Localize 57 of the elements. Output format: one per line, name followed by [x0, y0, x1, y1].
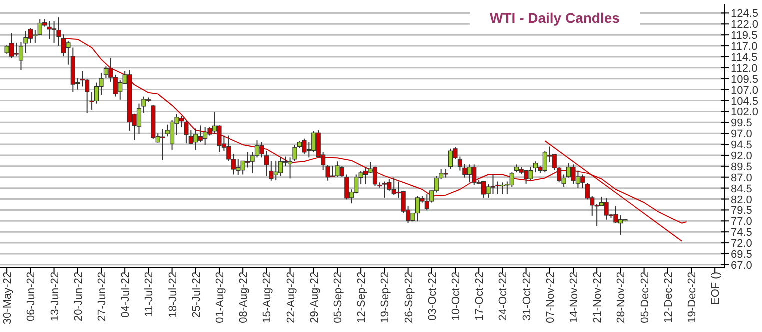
x-tick-label: 28-Nov-22: [616, 272, 628, 324]
y-tick-label: 109.5: [731, 74, 759, 86]
x-tick-label: 20-Jun-22: [72, 272, 85, 322]
x-tick-label: 03-Oct-22: [426, 272, 439, 321]
y-tick-label: 69.5: [731, 248, 752, 261]
y-tick-label: 107.0: [731, 84, 759, 97]
text: WTI - Daily Candles: [490, 10, 620, 26]
x-tick-label: 14-Nov-22: [568, 272, 580, 324]
x-tick-label: EOF (): [710, 272, 722, 305]
y-tick-label: 79.5: [731, 205, 752, 218]
y-tick-label: 104.5: [731, 96, 759, 108]
x-tick-label: 07-Nov-22: [544, 272, 557, 324]
y-tick-label: 122.0: [731, 19, 759, 32]
y-tick-label: 77.0: [731, 216, 752, 228]
y-tick-label: 114.5: [731, 52, 758, 64]
x-tick-label: 19-Sep-22: [380, 272, 392, 324]
x-tick-label: 08-Aug-22: [238, 272, 250, 324]
x-tick-label: 22-Aug-22: [285, 272, 298, 324]
y-tick-label: 74.5: [731, 227, 752, 240]
x-tick-label: 04-Jul-22: [120, 272, 132, 318]
y-tick-label: 82.0: [731, 194, 752, 206]
y-tick-label: 72.0: [731, 238, 752, 250]
y-tick-label: 67.0: [731, 260, 752, 272]
x-tick-label: 17-Oct-22: [474, 272, 486, 321]
x-tick-label: 30-May-22: [2, 272, 14, 325]
x-tick-label: 12-Dec-22: [662, 272, 675, 324]
x-tick-label: 31-Oct-22: [521, 272, 534, 321]
x-tick-label: 05-Dec-22: [639, 272, 652, 324]
y-tick-label: 119.5: [731, 30, 758, 42]
x-tick-label: 27-Jun-22: [96, 272, 108, 322]
x-tick-label: 13-Jun-22: [49, 272, 62, 322]
x-tick-label: 10-Oct-22: [450, 272, 462, 321]
y-tick-label: 89.5: [731, 161, 752, 174]
y-tick-label: 102.0: [731, 106, 759, 119]
y-tick-label: 87.0: [731, 172, 752, 184]
x-tick-label: 01-Aug-22: [214, 272, 226, 324]
x-tick-label: 29-Aug-22: [308, 272, 321, 324]
y-tick-label: 124.5: [731, 8, 759, 20]
y-tick-label: 84.5: [731, 183, 752, 196]
y-tick-label: 94.5: [731, 140, 752, 152]
y-tick-label: 99.5: [731, 118, 752, 130]
x-tick-label: 19-Dec-22: [686, 272, 698, 324]
x-tick-label: 12-Sep-22: [356, 272, 368, 324]
x-tick-label: 18-Jul-22: [167, 272, 180, 318]
x-tick-label: 15-Aug-22: [262, 272, 274, 324]
x-tick-label: 11-Jul-22: [144, 272, 156, 318]
y-tick-label: 112.0: [731, 62, 758, 75]
y-tick-label: 117.0: [731, 41, 758, 54]
y-tick-label: 97.0: [731, 128, 752, 141]
x-tick-label: 25-Jul-22: [190, 272, 203, 318]
x-tick-label: 24-Oct-22: [498, 272, 510, 321]
y-tick-label: 92.0: [731, 150, 752, 162]
candlestick: [184, 120, 189, 144]
x-tick-label: 26-Sep-22: [403, 272, 416, 324]
x-tick-label: 21-Nov-22: [592, 272, 604, 324]
x-tick-label: 06-Jun-22: [26, 272, 38, 322]
x-tick-label: 05-Sep-22: [332, 272, 344, 324]
